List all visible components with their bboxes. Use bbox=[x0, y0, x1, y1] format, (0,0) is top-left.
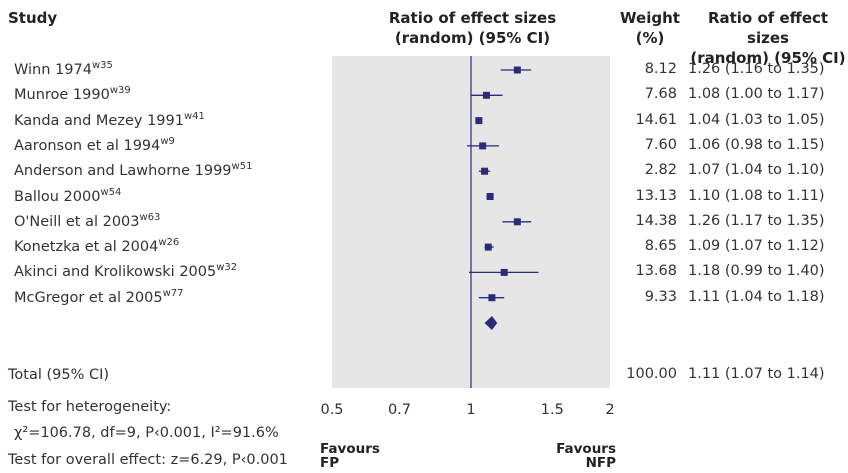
plot-header-line2: (random) (95% CI) bbox=[394, 29, 551, 47]
favours-fp-line2: FP bbox=[320, 455, 340, 471]
study-ci-text: 1.08 (1.00 to 1.17) bbox=[688, 86, 825, 103]
study-weight: 7.60 bbox=[644, 136, 677, 153]
heterogeneity-label: Test for heterogeneity: bbox=[8, 399, 172, 415]
study-name-text: Kanda and Mezey 1991 bbox=[14, 112, 184, 129]
x-tick-label: 2 bbox=[605, 402, 614, 418]
ratio-header-line2: (random) (95% CI) bbox=[690, 49, 846, 67]
study-column-header: Study bbox=[8, 9, 58, 27]
study-ci-text: 1.11 (1.04 to 1.18) bbox=[688, 288, 825, 305]
study-reference: w54 bbox=[100, 186, 122, 198]
study-reference: w9 bbox=[160, 135, 175, 147]
study-name-text: Anderson and Lawhorne 1999 bbox=[14, 163, 232, 180]
study-name-text: Aaronson et al 1994 bbox=[14, 137, 161, 154]
study-weight: 9.33 bbox=[644, 288, 677, 305]
pooled-estimate-diamond bbox=[484, 316, 498, 330]
favours-nfp-label: Favours NFP bbox=[540, 442, 616, 470]
study-name-text: Akinci and Krolikowski 2005 bbox=[14, 264, 217, 281]
study-reference: w26 bbox=[158, 237, 180, 249]
point-estimate-marker bbox=[479, 142, 487, 150]
heterogeneity-stats: χ²=106.78, df=9, P‹0.001, I²=91.6% bbox=[14, 425, 279, 441]
study-weight: 8.12 bbox=[644, 61, 677, 77]
weight-header-line1: Weight bbox=[620, 9, 680, 27]
study-name: Ballou 2000w54 bbox=[14, 186, 122, 206]
favours-nfp-line2: NFP bbox=[585, 455, 616, 471]
study-ci-text: 1.06 (0.98 to 1.15) bbox=[688, 136, 825, 153]
study-reference: w39 bbox=[109, 85, 131, 97]
study-weight: 14.38 bbox=[635, 212, 677, 229]
overall-effect-test: Test for overall effect: z=6.29, P‹0.001 bbox=[8, 452, 288, 468]
study-reference: w51 bbox=[231, 161, 253, 173]
study-reference: w41 bbox=[183, 110, 205, 122]
study-weight: 13.68 bbox=[635, 263, 677, 280]
study-name: Winn 1974w35 bbox=[14, 61, 113, 79]
study-name: Anderson and Lawhorne 1999w51 bbox=[14, 162, 252, 180]
study-name: Munroe 1990w39 bbox=[14, 86, 131, 104]
plot-header-line1: Ratio of effect sizes bbox=[388, 9, 557, 27]
x-tick-label: 0.7 bbox=[388, 402, 411, 418]
study-name: Kanda and Mezey 1991w41 bbox=[14, 110, 205, 130]
total-weight: 100.00 bbox=[626, 366, 677, 382]
point-estimate-marker bbox=[500, 268, 508, 276]
study-name-text: Munroe 1990 bbox=[14, 87, 110, 104]
study-reference: w32 bbox=[216, 262, 238, 274]
point-estimate-marker bbox=[486, 193, 494, 200]
weight-column-header: Weight (%) bbox=[617, 8, 683, 48]
study-name-text: Winn 1974 bbox=[14, 62, 92, 78]
favours-nfp-line1: Favours bbox=[556, 441, 616, 457]
point-estimate-marker bbox=[488, 294, 496, 302]
study-name: McGregor et al 2005w77 bbox=[14, 287, 184, 307]
study-reference: w35 bbox=[91, 60, 113, 71]
favours-fp-label: Favours FP bbox=[320, 442, 380, 470]
study-reference: w63 bbox=[139, 211, 161, 223]
point-estimate-marker bbox=[481, 167, 489, 175]
total-label: Total (95% CI) bbox=[8, 367, 110, 383]
study-name-text: Ballou 2000 bbox=[14, 188, 101, 205]
point-estimate-marker bbox=[513, 218, 521, 226]
total-ci-text: 1.11 (1.07 to 1.14) bbox=[688, 366, 825, 382]
study-reference: w77 bbox=[162, 287, 184, 299]
study-weight: 7.68 bbox=[644, 86, 677, 103]
x-tick-label: 0.5 bbox=[320, 402, 343, 418]
study-ci-text: 1.26 (1.17 to 1.35) bbox=[688, 212, 825, 229]
study-ci-text: 1.18 (0.99 to 1.40) bbox=[688, 263, 825, 280]
point-estimate-marker bbox=[482, 91, 490, 99]
point-estimate-marker bbox=[513, 66, 521, 74]
study-name-text: Konetzka et al 2004 bbox=[14, 239, 159, 256]
study-ci-text: 1.26 (1.16 to 1.35) bbox=[688, 61, 825, 77]
study-name: O'Neill et al 2003w63 bbox=[14, 211, 161, 231]
study-weight: 2.82 bbox=[644, 162, 677, 179]
point-estimate-marker bbox=[475, 117, 483, 125]
study-name-text: McGregor et al 2005 bbox=[14, 289, 163, 306]
study-weight: 8.65 bbox=[644, 238, 677, 255]
ratio-header-line1: Ratio of effect sizes bbox=[707, 9, 829, 47]
x-tick-label: 1 bbox=[466, 402, 475, 418]
x-tick-label: 1.5 bbox=[541, 402, 564, 418]
point-estimate-marker bbox=[484, 243, 492, 251]
study-weight: 14.61 bbox=[635, 111, 677, 128]
study-ci-text: 1.09 (1.07 to 1.12) bbox=[688, 238, 825, 255]
favours-fp-line1: Favours bbox=[320, 441, 380, 457]
study-name: Akinci and Krolikowski 2005w32 bbox=[14, 263, 237, 281]
study-ci-text: 1.10 (1.08 to 1.11) bbox=[688, 187, 825, 204]
study-name-text: O'Neill et al 2003 bbox=[14, 213, 140, 230]
study-ci-text: 1.04 (1.03 to 1.05) bbox=[688, 111, 825, 128]
study-ci-text: 1.07 (1.04 to 1.10) bbox=[688, 162, 825, 179]
study-name: Konetzka et al 2004w26 bbox=[14, 238, 179, 256]
ratio-column-header: Ratio of effect sizes (random) (95% CI) bbox=[688, 8, 848, 68]
plot-column-header: Ratio of effect sizes (random) (95% CI) bbox=[360, 8, 585, 48]
study-weight: 13.13 bbox=[635, 187, 677, 204]
study-name: Aaronson et al 1994w9 bbox=[14, 135, 175, 155]
weight-header-line2: (%) bbox=[635, 29, 665, 47]
